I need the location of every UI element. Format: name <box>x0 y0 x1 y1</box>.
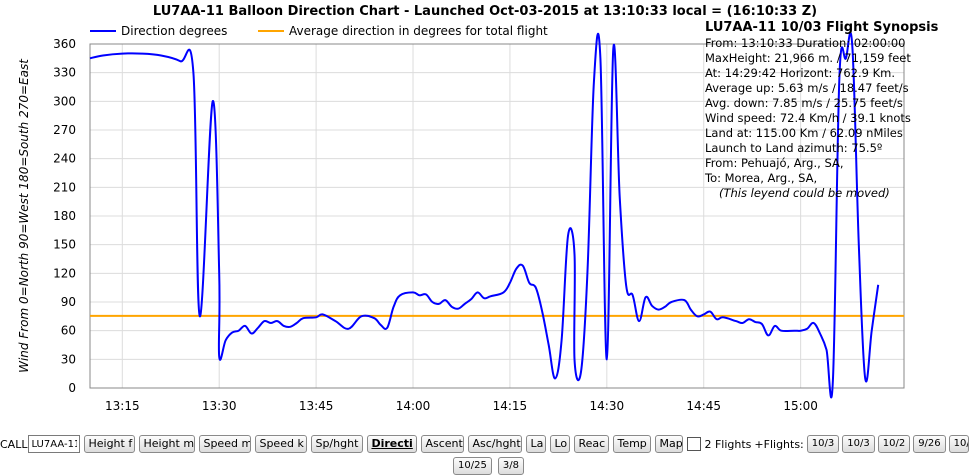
call-label: CALL <box>0 437 28 451</box>
speed-height-button[interactable]: Sp/hght <box>311 435 364 453</box>
toolbar-row-2: 10/25 3/8 <box>0 457 980 476</box>
synopsis-line: From: Pehuajó, Arg., SA, <box>705 156 844 170</box>
chart-toolbar: CALL Height f Height m Speed m Speed k S… <box>0 433 980 476</box>
direction-button[interactable]: Directi <box>367 435 418 453</box>
synopsis-line: Land at: 115.00 Km / 62.09 nMiles <box>705 126 903 140</box>
flight-synopsis[interactable]: LU7AA-11 10/03 Flight Synopsis From: 13:… <box>705 20 977 201</box>
y-tick-label: 30 <box>61 352 76 366</box>
y-tick-label: 0 <box>68 381 76 395</box>
y-tick-label: 150 <box>53 238 76 252</box>
y-tick-label: 90 <box>61 295 76 309</box>
map-button[interactable]: Map <box>655 435 684 453</box>
flight-button[interactable]: 10/3 <box>842 435 875 453</box>
y-tick-label: 330 <box>53 66 76 80</box>
toolbar-row-1: CALL Height f Height m Speed m Speed k S… <box>0 433 980 455</box>
y-axis-label: Wind From 0=North 90=West 180=South 270=… <box>17 58 31 373</box>
temperature-button[interactable]: Temp <box>613 435 652 453</box>
longitude-button[interactable]: Lo <box>550 435 571 453</box>
height-feet-button[interactable]: Height f <box>84 435 136 453</box>
speed-kmh-button[interactable]: Speed k <box>255 435 308 453</box>
x-tick-label: 13:15 <box>105 399 140 413</box>
flight-button[interactable]: 10/2 <box>877 435 911 453</box>
ascent-height-button[interactable]: Asc/hght <box>468 435 523 453</box>
synopsis-note: (This leyend could be moved) <box>719 186 890 200</box>
x-tick-label: 13:30 <box>202 399 237 413</box>
y-tick-label: 300 <box>53 94 76 108</box>
direction-chart: LU7AA-11 Balloon Direction Chart - Launc… <box>17 4 905 413</box>
x-tick-label: 15:00 <box>783 399 818 413</box>
reach-button[interactable]: Reac <box>574 435 610 453</box>
synopsis-line: Launch to Land azimuth: 75.5º <box>705 141 883 155</box>
latitude-button[interactable]: La <box>526 435 547 453</box>
legend-average-label: Average direction in degrees for total f… <box>289 24 548 38</box>
flight-button[interactable]: 10/25 <box>453 457 492 475</box>
y-tick-label: 120 <box>53 266 76 280</box>
flight-button[interactable]: 10/3 <box>806 435 840 453</box>
synopsis-line: Avg. down: 7.85 m/s / 25.75 feet/s <box>705 96 903 110</box>
synopsis-line: MaxHeight: 21,966 m. / 71,159 feet <box>705 51 911 65</box>
callsign-input[interactable] <box>28 435 81 453</box>
x-tick-label: 14:45 <box>686 399 721 413</box>
chart-title: LU7AA-11 Balloon Direction Chart - Launc… <box>153 4 817 19</box>
x-tick-labels: 13:15 13:30 13:45 14:00 14:15 14:30 14:45 15:00 <box>105 399 818 413</box>
plot-border <box>89 43 905 389</box>
flight-button[interactable]: 10/ <box>948 435 969 453</box>
x-tick-label: 13:45 <box>299 399 334 413</box>
synopsis-line: Average up: 5.63 m/s / 18.47 feet/s <box>705 81 909 95</box>
y-tick-label: 210 <box>53 180 76 194</box>
plus-flights-label: +Flights: <box>754 437 804 451</box>
synopsis-line: Wind speed: 72.4 Km/h / 39.1 knots <box>705 111 911 125</box>
y-tick-label: 270 <box>53 123 76 137</box>
y-tick-label: 180 <box>53 209 76 223</box>
speed-mph-button[interactable]: Speed m <box>199 435 252 453</box>
synopsis-line: At: 14:29:42 Horizont: 762.9 Km. <box>705 66 895 80</box>
two-flights-checkbox[interactable] <box>687 437 702 451</box>
legend: Direction degrees Average direction in d… <box>90 24 548 38</box>
y-tick-labels: 0 30 60 90 120 150 180 210 240 270 300 330 360 <box>53 37 76 395</box>
flight-button[interactable]: 9/26 <box>913 435 946 453</box>
x-tick-label: 14:30 <box>590 399 625 413</box>
x-tick-label: 14:00 <box>396 399 431 413</box>
legend-direction-label: Direction degrees <box>121 24 227 38</box>
y-tick-label: 240 <box>53 152 76 166</box>
synopsis-title: LU7AA-11 10/03 Flight Synopsis <box>705 20 939 35</box>
flight-button[interactable]: 3/8 <box>497 457 524 475</box>
direction-series-line <box>89 31 880 399</box>
height-meters-button[interactable]: Height m <box>139 435 196 453</box>
x-tick-label: 14:15 <box>493 399 528 413</box>
synopsis-line: To: Morea, Arg., SA, <box>705 171 818 185</box>
ascent-button[interactable]: Ascent <box>421 435 465 453</box>
y-tick-label: 360 <box>53 37 76 51</box>
y-tick-label: 60 <box>61 324 76 338</box>
two-flights-label: 2 Flights <box>704 437 752 451</box>
synopsis-line: From: 13:10:33 Duration: 02:00:00 <box>705 36 906 50</box>
